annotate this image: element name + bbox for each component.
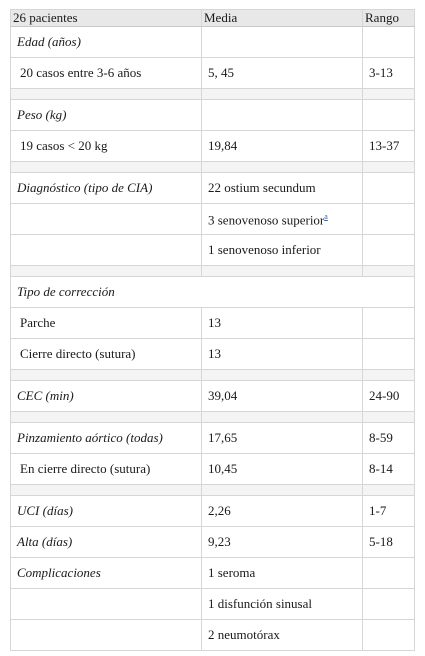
row-label — [10, 619, 202, 651]
cell-media: 22 ostium secundum — [201, 172, 363, 204]
section-label-alta: Alta (días) — [10, 526, 202, 558]
header-rango: Rango — [362, 9, 415, 27]
table-row: En cierre directo (sutura) 10,45 8-14 — [10, 453, 415, 485]
cell-rango — [362, 26, 415, 58]
table-row: Edad (años) — [10, 26, 415, 58]
cell-rango — [362, 234, 415, 266]
table-row: Pinzamiento aórtico (todas) 17,65 8-59 — [10, 422, 415, 454]
cell-rango — [362, 588, 415, 620]
section-label-complicaciones: Complicaciones — [10, 557, 202, 589]
cell-media: 13 — [201, 338, 363, 370]
row-spacer — [10, 161, 415, 173]
footnote-link[interactable]: a — [324, 211, 328, 221]
cell-media: 13 — [201, 307, 363, 339]
table-row: 1 senovenoso inferior — [10, 234, 415, 266]
row-label — [10, 588, 202, 620]
row-label: 19 casos < 20 kg — [10, 130, 202, 162]
row-label: 20 casos entre 3-6 años — [10, 57, 202, 89]
row-label: Parche — [10, 307, 202, 339]
row-label — [10, 203, 202, 235]
cell-rango: 8-14 — [362, 453, 415, 485]
cell-media: 1 disfunción sinusal — [201, 588, 363, 620]
section-label-uci: UCI (días) — [10, 495, 202, 527]
table-row: 2 neumotórax — [10, 619, 415, 651]
cell-media: 2,26 — [201, 495, 363, 527]
table-row: Cierre directo (sutura) 13 — [10, 338, 415, 370]
cell-media: 39,04 — [201, 380, 363, 412]
section-label-cec: CEC (min) — [10, 380, 202, 412]
cell-rango: 5-18 — [362, 526, 415, 558]
table-row: Alta (días) 9,23 5-18 — [10, 526, 415, 558]
row-label — [10, 234, 202, 266]
cell-media: 1 seroma — [201, 557, 363, 589]
cell-media: 3 senovenoso superiora — [201, 203, 363, 235]
cell-media: 2 neumotórax — [201, 619, 363, 651]
cell-rango — [362, 307, 415, 339]
cell-rango — [362, 172, 415, 204]
table-row: 3 senovenoso superiora — [10, 203, 415, 235]
cell-rango — [362, 203, 415, 235]
table-row: 20 casos entre 3-6 años 5, 45 3-13 — [10, 57, 415, 89]
section-label-tipo-correccion: Tipo de corrección — [10, 276, 415, 308]
cell-rango — [362, 619, 415, 651]
cell-media — [201, 99, 363, 131]
row-spacer — [10, 265, 415, 277]
table-row: Peso (kg) — [10, 99, 415, 131]
cell-rango: 1-7 — [362, 495, 415, 527]
cell-media: 17,65 — [201, 422, 363, 454]
cell-rango: 13-37 — [362, 130, 415, 162]
table-row: Diagnóstico (tipo de CIA) 22 ostium secu… — [10, 172, 415, 204]
cell-media-text: 3 senovenoso superior — [208, 212, 325, 228]
section-label-diagnostico: Diagnóstico (tipo de CIA) — [10, 172, 202, 204]
table-row: 1 disfunción sinusal — [10, 588, 415, 620]
header-media: Media — [201, 9, 363, 27]
table-row: Parche 13 — [10, 307, 415, 339]
cell-rango: 24-90 — [362, 380, 415, 412]
cell-rango: 3-13 — [362, 57, 415, 89]
cell-rango — [362, 99, 415, 131]
row-label: En cierre directo (sutura) — [10, 453, 202, 485]
row-spacer — [10, 369, 415, 381]
section-label-edad: Edad (años) — [10, 26, 202, 58]
row-spacer — [10, 484, 415, 496]
cell-rango — [362, 338, 415, 370]
cell-media: 19,84 — [201, 130, 363, 162]
cell-media: 10,45 — [201, 453, 363, 485]
row-label: Cierre directo (sutura) — [10, 338, 202, 370]
table-row: UCI (días) 2,26 1-7 — [10, 495, 415, 527]
cell-media: 1 senovenoso inferior — [201, 234, 363, 266]
header-pacientes: 26 pacientes — [10, 9, 202, 27]
table-row: Tipo de corrección — [10, 276, 415, 308]
cell-media — [201, 26, 363, 58]
cell-rango — [362, 557, 415, 589]
section-label-peso: Peso (kg) — [10, 99, 202, 131]
row-spacer — [10, 411, 415, 423]
table-row: CEC (min) 39,04 24-90 — [10, 380, 415, 412]
table-row: Complicaciones 1 seroma — [10, 557, 415, 589]
row-spacer — [10, 88, 415, 100]
section-label-pinzamiento: Pinzamiento aórtico (todas) — [10, 422, 202, 454]
cell-media: 9,23 — [201, 526, 363, 558]
cell-media: 5, 45 — [201, 57, 363, 89]
table-header-row: 26 pacientes Media Rango — [10, 9, 415, 27]
patients-table: 26 pacientes Media Rango Edad (años) 20 … — [10, 9, 415, 651]
table-row: 19 casos < 20 kg 19,84 13-37 — [10, 130, 415, 162]
cell-rango: 8-59 — [362, 422, 415, 454]
